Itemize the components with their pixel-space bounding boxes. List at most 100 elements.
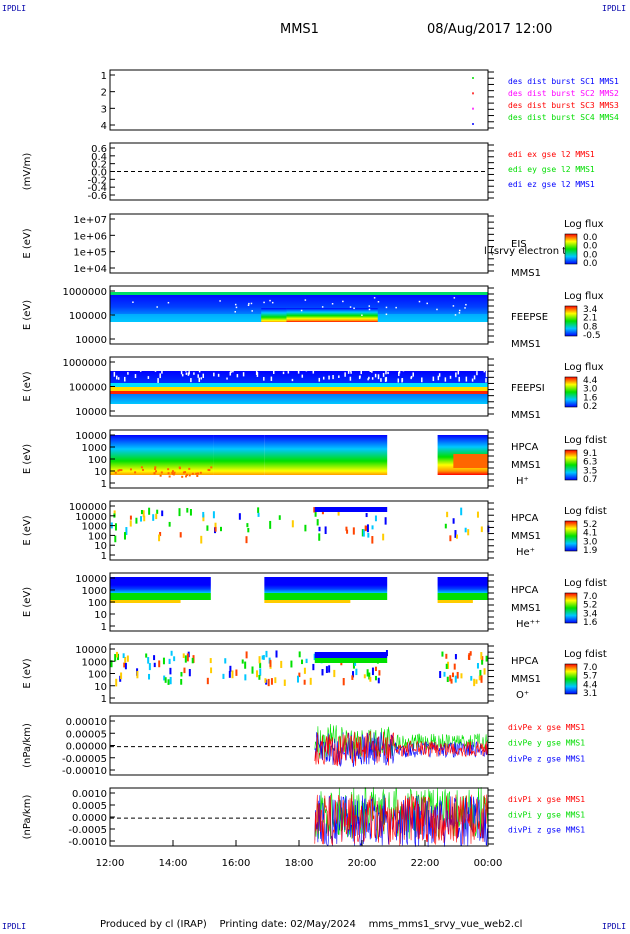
edi-ytick-label: 0.0 [91,168,107,179]
feepse-right-label: MMS1 [511,339,541,350]
hpca_he-dot [245,536,248,544]
eis-right-label: EIS [511,239,527,250]
hpca_o-dot [298,651,301,658]
hpca-h-dot [155,470,158,473]
hpca_he-dot [476,511,479,518]
feepse-gap-pixel [377,301,380,303]
hpca_he-dot [278,515,281,520]
feepse-right-label: FEEPSE [511,312,548,323]
hpca_he-ytick-label: 10000 [75,512,107,523]
hpca-h-dot [196,474,199,477]
feepsi-colorbar-title: Log flux [564,362,604,373]
feepsi-gap-pixel [369,368,372,372]
feepsi-gap-pixel [213,372,215,377]
feepse-gap-pixel [464,307,466,309]
hpca_o-dot [183,667,186,674]
feepsi-gap-pixel [349,368,352,372]
hpca_o-dot [476,663,479,669]
hpca_o-dot [296,675,299,683]
feepse-gap-pixel [454,314,457,316]
hpca_o-dot [167,679,170,685]
hpca_he-dot [480,526,483,533]
hpca_o-right-label: O⁺ [516,690,529,701]
eis-colorbar-tick: 0.0 [583,233,598,243]
hpca_o-dot [241,659,244,664]
hpca_o-dot [374,675,377,681]
hpca_o-dot [120,672,123,680]
hpca_o-dot [312,663,315,671]
feepsi-gap-pixel [181,373,184,377]
hpca_o-dot [180,671,183,677]
feepsi-gap-pixel [268,365,271,370]
hpca_he-dot [374,515,377,522]
hpca_h-ytick-label: 10 [94,467,107,478]
time-axis-label: 14:00 [159,858,188,869]
hpca-h-dot [160,471,163,474]
hpca-h-dot [117,469,120,472]
burst-mark [472,123,474,125]
hpca_o-dot [117,653,120,661]
hpca_o-dot [186,653,189,662]
hpca_hepp-colorbar-tick: 5.2 [583,601,597,611]
edi-ytick-label: -0.4 [87,183,107,194]
feepsi-gap-pixel [138,361,141,365]
hpca-hepp-blue-band [437,577,488,585]
feepsi-gap-pixel [485,368,488,373]
hpca_o-dot [303,679,306,685]
hpca_he-colorbar-tick: 4.1 [583,529,597,539]
edi-legend-entry: edi ey gse l2 MMS1 [508,165,595,174]
hpca_he-dot [313,507,316,513]
burst-ytick-label: 4 [101,121,107,132]
hpca_o-dot [244,661,247,669]
hpca_o-dot [301,659,304,665]
feepse-ylabel: E (eV) [22,300,33,330]
hpca_o-ytick-label: 1000 [82,657,107,668]
hpca-h-dot [182,471,185,474]
feepsi-yellow-band [110,387,488,391]
feepse-gap-pixel [234,303,237,306]
hpca_o-dot [229,665,232,672]
hpca_hepp-ytick-label: 10000 [75,574,107,585]
feepsi-gap-pixel [329,365,332,369]
burst-legend-entry: des dist burst SC4 MMS4 [508,113,619,122]
hpca_he-dot [219,526,222,532]
hpca_o-dot [485,655,488,662]
hpca_o-dot [305,658,308,664]
feepse-gap-pixel [132,301,134,303]
hpca-h-dot [195,472,198,475]
feepsi-gap-pixel [457,364,459,369]
hpca_he-dot [178,508,181,517]
feepsi-gap-pixel [455,372,457,378]
hpca_he-dot [316,519,319,526]
time-axis-label: 00:00 [474,858,503,869]
eis-ytick-label: 1e+04 [73,264,107,275]
hpca_o-dot [351,675,354,680]
hpca_o-dot [258,656,261,664]
hpca_o-colorbar-tick: 3.1 [583,689,597,699]
hpca_o-colorbar-tick: 4.4 [583,680,598,690]
feepse-gap-pixel [263,301,265,304]
hpca_he-dot [362,529,365,537]
hpca_he-dot [189,509,192,516]
hpca_o-dot [321,669,324,676]
hpca-h-dot [196,472,199,475]
hpca_he-dot [304,524,307,532]
hpca_he-dot [444,523,447,529]
feepsi-gap-pixel [159,368,162,371]
hpca_o-colorbar [564,663,578,695]
hpca_he-dot [371,536,374,544]
feepsi-gap-pixel [437,375,440,381]
datetime-title: 08/Aug/2017 12:00 [427,22,553,37]
feepsi-gap-pixel [242,372,245,377]
hpca_o-colorbar-tick: 5.7 [583,672,597,682]
feepse-gap-pixel [458,312,461,314]
feepsi-gap-pixel [217,373,220,377]
feepse-gap-pixel [368,305,371,307]
hpca_o-dot [283,679,286,686]
feepsi-gap-pixel [436,363,439,369]
hpca_he-dot [365,513,368,518]
edi-legend-entry: edi ez gse l2 MMS1 [508,180,595,189]
hpca_hepp-colorbar-tick: 7.0 [583,592,598,602]
hpca_o-dot [374,666,377,672]
